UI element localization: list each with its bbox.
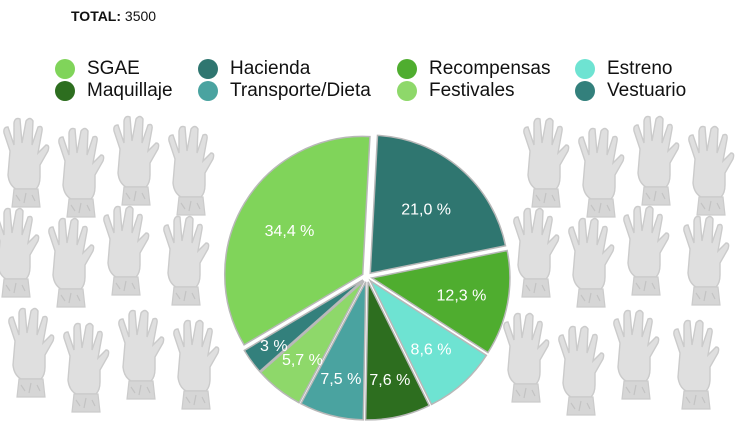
- pie-data-label: 21,0 %: [401, 201, 451, 218]
- total-line: TOTAL: 3500: [71, 8, 156, 24]
- legend-swatch: [55, 59, 75, 79]
- legend-label: Hacienda: [230, 58, 311, 79]
- legend-item-sgae: SGAE: [55, 57, 140, 81]
- pie-data-label: 7,6 %: [369, 372, 410, 389]
- legend-label: Maquillaje: [87, 80, 173, 101]
- pie-slice-sgae: [224, 135, 371, 346]
- total-label: TOTAL:: [71, 8, 122, 24]
- pie-slice-vestuario: [243, 279, 364, 373]
- legend-label: SGAE: [87, 58, 140, 79]
- legend-label: Transporte/Dieta: [230, 80, 371, 101]
- pie-data-label: 7,5 %: [320, 371, 361, 388]
- pie-slice-festivales: [259, 280, 365, 404]
- legend-item-maquillaje: Maquillaje: [55, 79, 173, 103]
- pie-data-label: 8,6 %: [411, 342, 452, 359]
- pie-slice-estreno: [368, 278, 488, 406]
- legend-label: Recompensas: [429, 58, 551, 79]
- legend-swatch: [397, 59, 417, 79]
- legend-swatch: [198, 81, 218, 101]
- legend-swatch: [575, 81, 595, 101]
- pie-data-label: 5,7 %: [282, 352, 323, 369]
- legend-swatch: [575, 59, 595, 79]
- pie-slice-maquillaje: [364, 281, 431, 421]
- legend-swatch: [198, 59, 218, 79]
- pie-slice-hacienda: [369, 134, 507, 275]
- legend-item-recompensas: Recompensas: [397, 57, 550, 81]
- chart-legend: SGAE Maquillaje Hacienda Transporte/Dieta Re…: [0, 0, 745, 110]
- legend-label: Festivales: [429, 80, 515, 101]
- pie-data-label: 3 %: [260, 338, 288, 355]
- total-value: 3500: [124, 8, 157, 24]
- pie-data-label: 34,4 %: [265, 223, 315, 240]
- legend-swatch: [397, 81, 417, 101]
- legend-label: Estreno: [607, 58, 673, 79]
- pie-slice-recompensas: [369, 249, 511, 354]
- pie-data-label: 12,3 %: [437, 288, 487, 305]
- pie-slice-transporte-dieta: [299, 281, 367, 421]
- legend-item-transporte-dieta: Transporte/Dieta: [198, 79, 371, 103]
- legend-item-festivales: Festivales: [397, 79, 515, 103]
- legend-swatch: [55, 81, 75, 101]
- legend-item-vestuario: Vestuario: [575, 79, 686, 103]
- legend-item-hacienda: Hacienda: [198, 57, 310, 81]
- legend-label: Vestuario: [607, 80, 687, 101]
- legend-item-estreno: Estreno: [575, 57, 672, 81]
